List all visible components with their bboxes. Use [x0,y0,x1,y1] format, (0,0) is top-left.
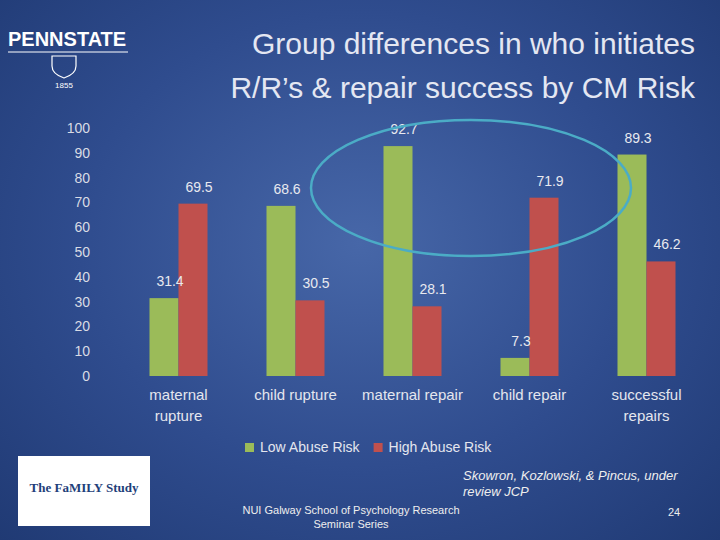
data-label: 7.3 [511,333,531,349]
bar [413,306,442,376]
data-label: 28.1 [419,281,446,297]
bar [530,198,559,376]
slide: 1855010203040506070809010031.468.692.77.… [0,0,720,540]
title: Group differences in who initiates R/R’s… [190,22,695,110]
logo-text: PENNSTATE [8,28,126,51]
x-tick-label: child rupture [254,386,337,403]
x-tick-label: maternal repair [362,386,463,403]
highlight-ellipse [311,120,631,256]
citation: Skowron, Kozlowski, & Pincus, under revi… [463,468,708,500]
logo-rule [8,52,128,53]
legend-label: Low Abuse Risk [260,439,361,455]
y-tick-label: 0 [82,368,90,384]
x-tick-label: successfulrepairs [611,386,681,424]
data-label: 46.2 [653,236,680,252]
bar [384,146,413,376]
family-logo: The FaMILY Study [18,456,150,526]
data-label: 31.4 [156,273,183,289]
data-labels: 31.468.692.77.389.369.530.528.171.946.2 [156,121,680,349]
x-tick-label: maternalrupture [149,386,207,424]
y-tick-label: 60 [74,219,90,235]
bars [150,146,676,376]
family-logo-text: The FaMILY Study [18,480,150,496]
legend: Low Abuse Risk High Abuse Risk [245,439,492,455]
legend-label: High Abuse Risk [389,439,493,455]
y-tick-label: 100 [67,120,91,136]
bar [179,204,208,376]
data-label: 89.3 [624,130,651,146]
data-label: 68.6 [273,181,300,197]
bar [267,206,296,376]
x-tick-label: child repair [493,386,566,403]
y-tick-label: 30 [74,294,90,310]
data-label: 69.5 [185,179,212,195]
y-tick-label: 80 [74,170,90,186]
bar [501,358,530,376]
logo-shield [52,56,76,78]
y-tick-label: 20 [74,318,90,334]
legend-swatch [374,443,383,452]
y-tick-label: 90 [74,145,90,161]
y-tick-label: 50 [74,244,90,260]
data-label: 71.9 [536,173,563,189]
y-tick-label: 70 [74,194,90,210]
legend-swatch [245,443,254,452]
page-number: 24 [662,506,686,518]
bar [150,298,179,376]
bar [647,261,676,376]
venue: NUI Galway School of Psychology Research… [235,503,467,531]
y-tick-label: 10 [74,343,90,359]
logo-year: 1855 [55,81,73,90]
bar [296,300,325,376]
y-tick-label: 40 [74,269,90,285]
data-label: 30.5 [302,275,329,291]
